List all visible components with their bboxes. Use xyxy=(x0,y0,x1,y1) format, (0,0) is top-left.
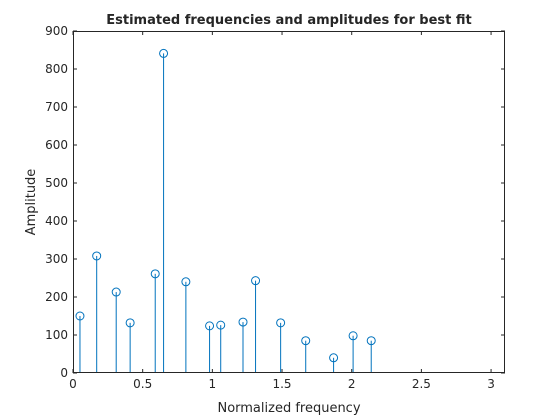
y-tick-label: 400 xyxy=(45,214,68,228)
x-tick-label: 2 xyxy=(348,377,356,391)
y-tick-label: 600 xyxy=(45,138,68,152)
stem-marker xyxy=(216,320,226,330)
x-tick-label: 0 xyxy=(69,377,77,391)
x-tick-label: 1 xyxy=(209,377,217,391)
x-tick-label: 3 xyxy=(487,377,495,391)
stem-marker xyxy=(150,269,160,279)
y-tick-label: 700 xyxy=(45,100,68,114)
stem-marker xyxy=(92,251,102,261)
y-tick-label: 800 xyxy=(45,62,68,76)
stem-marker xyxy=(276,318,286,328)
plot-area xyxy=(73,31,505,373)
stem-marker xyxy=(181,277,191,287)
stem-marker xyxy=(125,318,135,328)
stem-marker xyxy=(159,48,169,58)
stem-marker xyxy=(205,321,215,331)
x-axis-label: Normalized frequency xyxy=(217,401,360,416)
y-tick-label: 300 xyxy=(45,252,68,266)
x-tick-label: 2.5 xyxy=(412,377,431,391)
stem-marker xyxy=(75,311,85,321)
axis-ticks: 0 0.5 1 1.5 2 2.5 3 0 100 200 300 400 500 600 700 800 90… xyxy=(45,24,505,391)
x-tick-label: 1.5 xyxy=(272,377,291,391)
stem-series xyxy=(75,48,376,373)
x-tick-label: 0.5 xyxy=(133,377,152,391)
stem-marker xyxy=(348,331,358,341)
y-tick-label: 100 xyxy=(45,328,68,342)
stem-marker xyxy=(251,276,261,286)
stem-marker xyxy=(238,317,248,327)
y-tick-label: 0 xyxy=(60,366,68,380)
chart-title: Estimated frequencies and amplitudes for… xyxy=(106,13,471,28)
y-axis-label: Amplitude xyxy=(24,169,39,236)
y-tick-label: 200 xyxy=(45,290,68,304)
stem-marker xyxy=(301,336,311,346)
stem-marker xyxy=(366,336,376,346)
axes-box xyxy=(73,31,505,373)
y-tick-label: 500 xyxy=(45,176,68,190)
stem-marker xyxy=(111,287,121,297)
y-tick-label: 900 xyxy=(45,24,68,38)
stem-marker xyxy=(329,353,339,363)
